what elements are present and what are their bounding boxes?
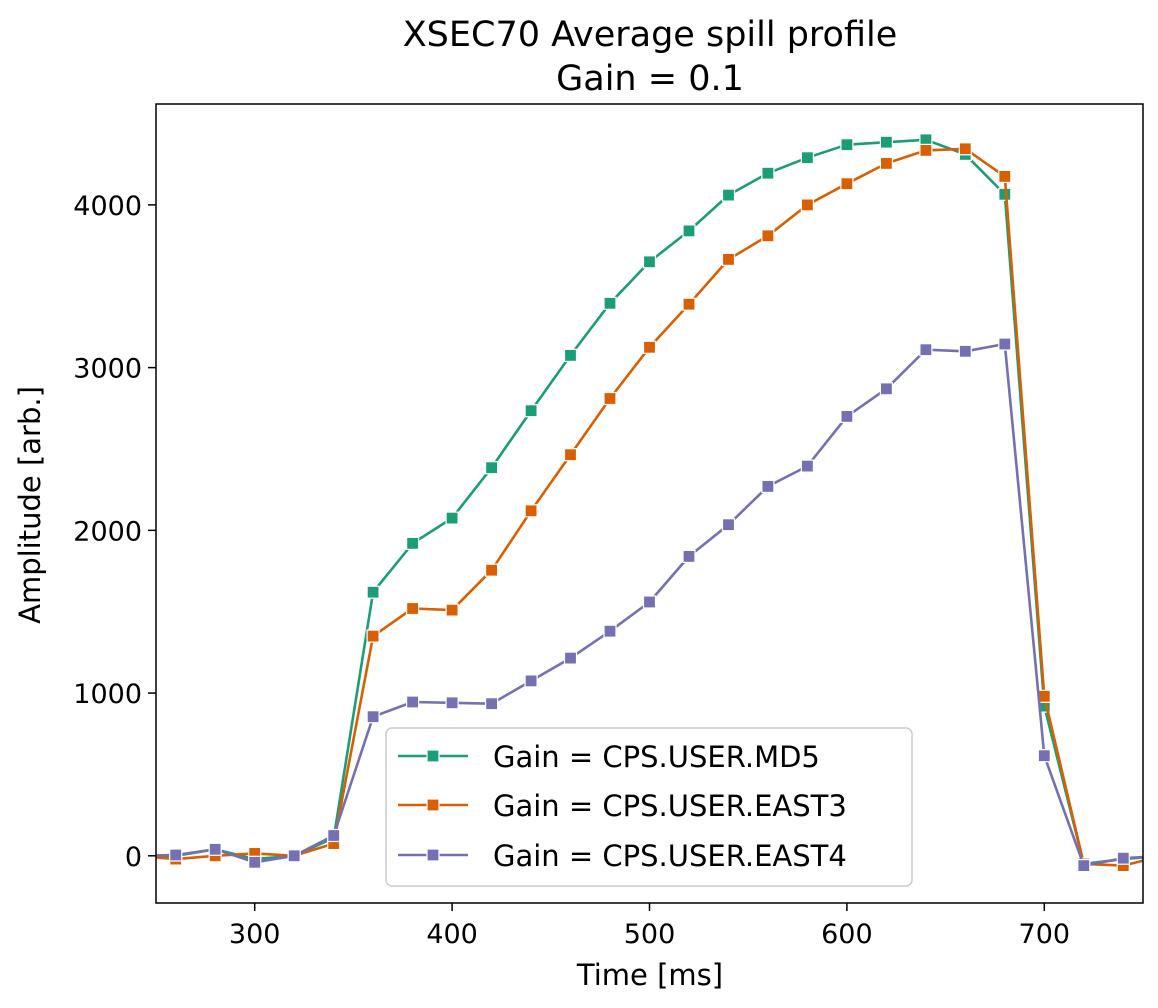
- data-point: [642, 255, 657, 269]
- data-point: [208, 842, 222, 856]
- data-point: [682, 297, 696, 311]
- data-point: [248, 855, 262, 869]
- data-point: [879, 156, 894, 170]
- data-point: [563, 348, 578, 362]
- legend-swatch-marker: [426, 749, 440, 763]
- legend-swatch-marker: [426, 798, 440, 812]
- x-axis: 300 400 500 600 700: [229, 903, 1070, 950]
- data-point: [761, 479, 775, 493]
- data-point: [800, 459, 815, 473]
- data-point: [445, 511, 459, 525]
- data-point: [642, 595, 657, 609]
- chart-subtitle: Gain = 0.1: [556, 59, 744, 99]
- data-point: [721, 518, 736, 532]
- x-tick-label: 700: [1019, 919, 1071, 950]
- data-point: [761, 229, 775, 243]
- data-point: [958, 344, 972, 358]
- data-point: [445, 603, 459, 617]
- data-point: [603, 296, 617, 310]
- data-point: [721, 188, 736, 202]
- data-point: [1116, 851, 1130, 865]
- data-point: [919, 343, 933, 357]
- data-point: [1037, 749, 1051, 763]
- data-point: [366, 585, 380, 599]
- x-axis-label: Time [ms]: [576, 958, 723, 992]
- x-tick-label: 300: [229, 919, 281, 950]
- data-point: [366, 629, 380, 643]
- data-point: [524, 674, 538, 688]
- data-point: [287, 849, 301, 863]
- data-point: [485, 461, 499, 475]
- y-axis: 0 1000 2000 3000 4000: [73, 191, 156, 873]
- y-tick-label: 4000: [73, 191, 142, 222]
- data-point: [524, 504, 538, 518]
- data-point: [840, 138, 854, 152]
- data-point: [840, 177, 854, 191]
- data-point: [879, 135, 894, 149]
- data-point: [958, 142, 972, 156]
- data-point: [1077, 858, 1091, 873]
- data-point: [406, 601, 420, 616]
- data-point: [485, 563, 499, 577]
- x-tick-label: 600: [821, 919, 873, 950]
- data-point: [998, 169, 1012, 183]
- data-point: [563, 448, 578, 462]
- x-tick-label: 400: [426, 919, 478, 950]
- data-point: [840, 409, 854, 423]
- legend-entry: Gain = CPS.USER.EAST4: [398, 839, 847, 873]
- data-point: [998, 337, 1012, 351]
- data-point: [366, 710, 380, 724]
- data-point: [800, 198, 815, 212]
- data-point: [879, 382, 894, 396]
- y-axis-label: Amplitude [arb.]: [13, 386, 47, 624]
- data-point: [682, 549, 696, 564]
- data-point: [800, 151, 815, 165]
- y-tick-label: 3000: [73, 354, 142, 385]
- data-point: [603, 624, 617, 638]
- data-point: [485, 697, 499, 711]
- chart-title: XSEC70 Average spill profile: [403, 15, 898, 55]
- data-point: [169, 848, 183, 862]
- data-point: [563, 651, 578, 665]
- x-tick-label: 500: [624, 919, 676, 950]
- legend: Gain = CPS.USER.MD5 Gain = CPS.USER.EAST…: [385, 727, 913, 887]
- data-point: [682, 224, 696, 238]
- data-point: [445, 696, 459, 710]
- data-point: [406, 695, 420, 709]
- legend-swatch-marker: [426, 848, 440, 862]
- legend-entry: Gain = CPS.USER.MD5: [398, 740, 820, 774]
- data-point: [406, 536, 420, 551]
- legend-box: [385, 727, 913, 887]
- y-tick-label: 1000: [73, 679, 142, 710]
- legend-entry: Gain = CPS.USER.EAST3: [398, 789, 847, 823]
- data-point: [642, 340, 657, 354]
- series-layer: [156, 133, 1143, 873]
- data-point: [327, 828, 341, 843]
- legend-label: Gain = CPS.USER.EAST3: [493, 789, 847, 823]
- data-point: [524, 404, 538, 418]
- legend-label: Gain = CPS.USER.MD5: [493, 740, 820, 774]
- y-tick-label: 0: [125, 842, 142, 873]
- data-point: [603, 391, 617, 406]
- data-point: [919, 143, 933, 157]
- y-tick-label: 2000: [73, 516, 142, 547]
- data-point: [721, 252, 736, 266]
- legend-label: Gain = CPS.USER.EAST4: [493, 839, 847, 873]
- data-point: [761, 166, 775, 180]
